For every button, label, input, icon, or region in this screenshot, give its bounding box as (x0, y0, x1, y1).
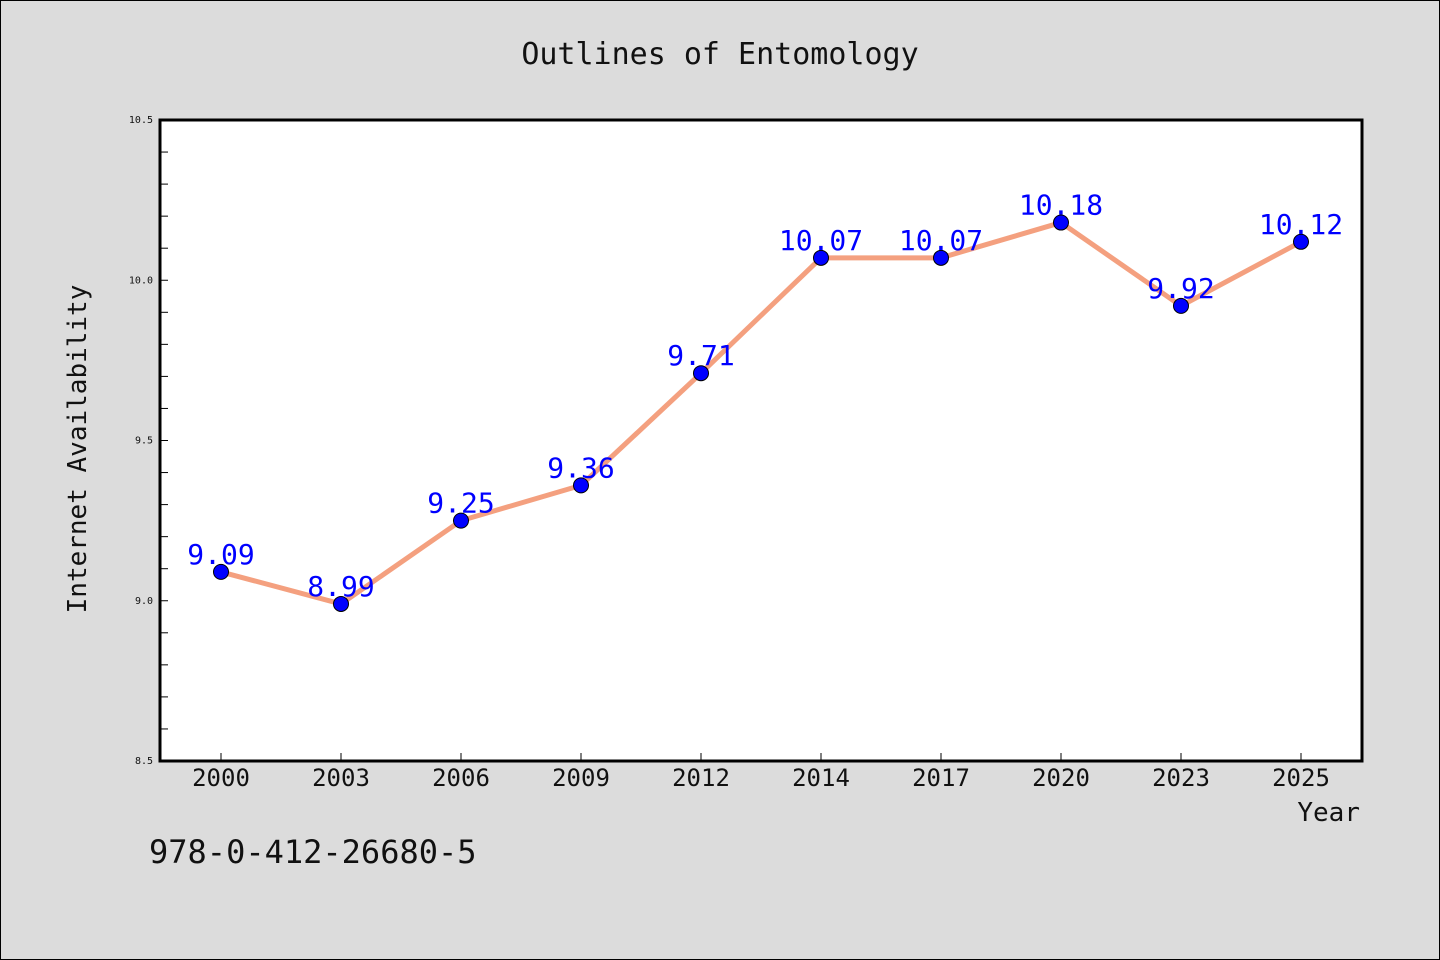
data-point (1053, 214, 1069, 231)
data-point (813, 249, 829, 266)
data-point (453, 512, 469, 529)
x-tick-label: 2020 (1032, 764, 1090, 792)
data-label: 10.07 (899, 224, 983, 257)
x-tick-label: 2006 (432, 764, 490, 792)
x-axis-label: Year (1297, 798, 1360, 828)
data-point (333, 595, 349, 612)
data-label: 10.12 (1259, 208, 1343, 241)
data-point (693, 365, 709, 382)
x-tick-label: 2000 (192, 764, 250, 792)
data-label: 10.07 (779, 224, 863, 257)
chart-title: Outlines of Entomology (521, 37, 918, 72)
data-label: 9.92 (1147, 272, 1214, 305)
data-label: 10.18 (1019, 189, 1103, 222)
y-tick-label: 8.5 (135, 756, 153, 767)
x-tick-label: 2014 (792, 764, 850, 792)
data-label: 9.09 (187, 538, 254, 571)
plot-area (158, 118, 1364, 763)
x-tick-label: 2025 (1272, 764, 1330, 792)
data-label: 9.36 (547, 451, 614, 484)
x-tick-label: 2017 (912, 764, 970, 792)
x-tick-label: 2023 (1152, 764, 1210, 792)
data-label: 9.25 (427, 487, 494, 520)
data-point (1293, 233, 1309, 250)
x-tick-label: 2003 (312, 764, 370, 792)
y-axis: 8.5 9.0 9.5 10.0 10.5 (129, 115, 168, 767)
data-point (573, 477, 589, 494)
x-axis: 2000 2003 2006 2009 2012 2014 2017 2020 2023 2025 (192, 753, 1330, 792)
data-label: 8.99 (307, 570, 374, 603)
data-point (213, 563, 229, 580)
isbn-annotation: 978-0-412-26680-5 (149, 833, 477, 871)
series-line (220, 220, 1303, 607)
y-tick-label: 10.5 (129, 115, 153, 126)
y-tick-label: 9.5 (135, 436, 153, 447)
series-layer: 9.09 8.99 9.25 9.36 9.71 10.07 10.07 10.18 9.92 1… (187, 189, 1343, 612)
x-tick-label: 2009 (552, 764, 610, 792)
y-axis-label: Internet Availability (63, 285, 93, 614)
data-point (933, 249, 949, 266)
data-point (1173, 297, 1189, 314)
y-tick-label: 9.0 (135, 596, 153, 607)
y-tick-label: 10.0 (129, 275, 153, 286)
x-tick-label: 2012 (672, 764, 730, 792)
data-label: 9.71 (667, 339, 734, 372)
